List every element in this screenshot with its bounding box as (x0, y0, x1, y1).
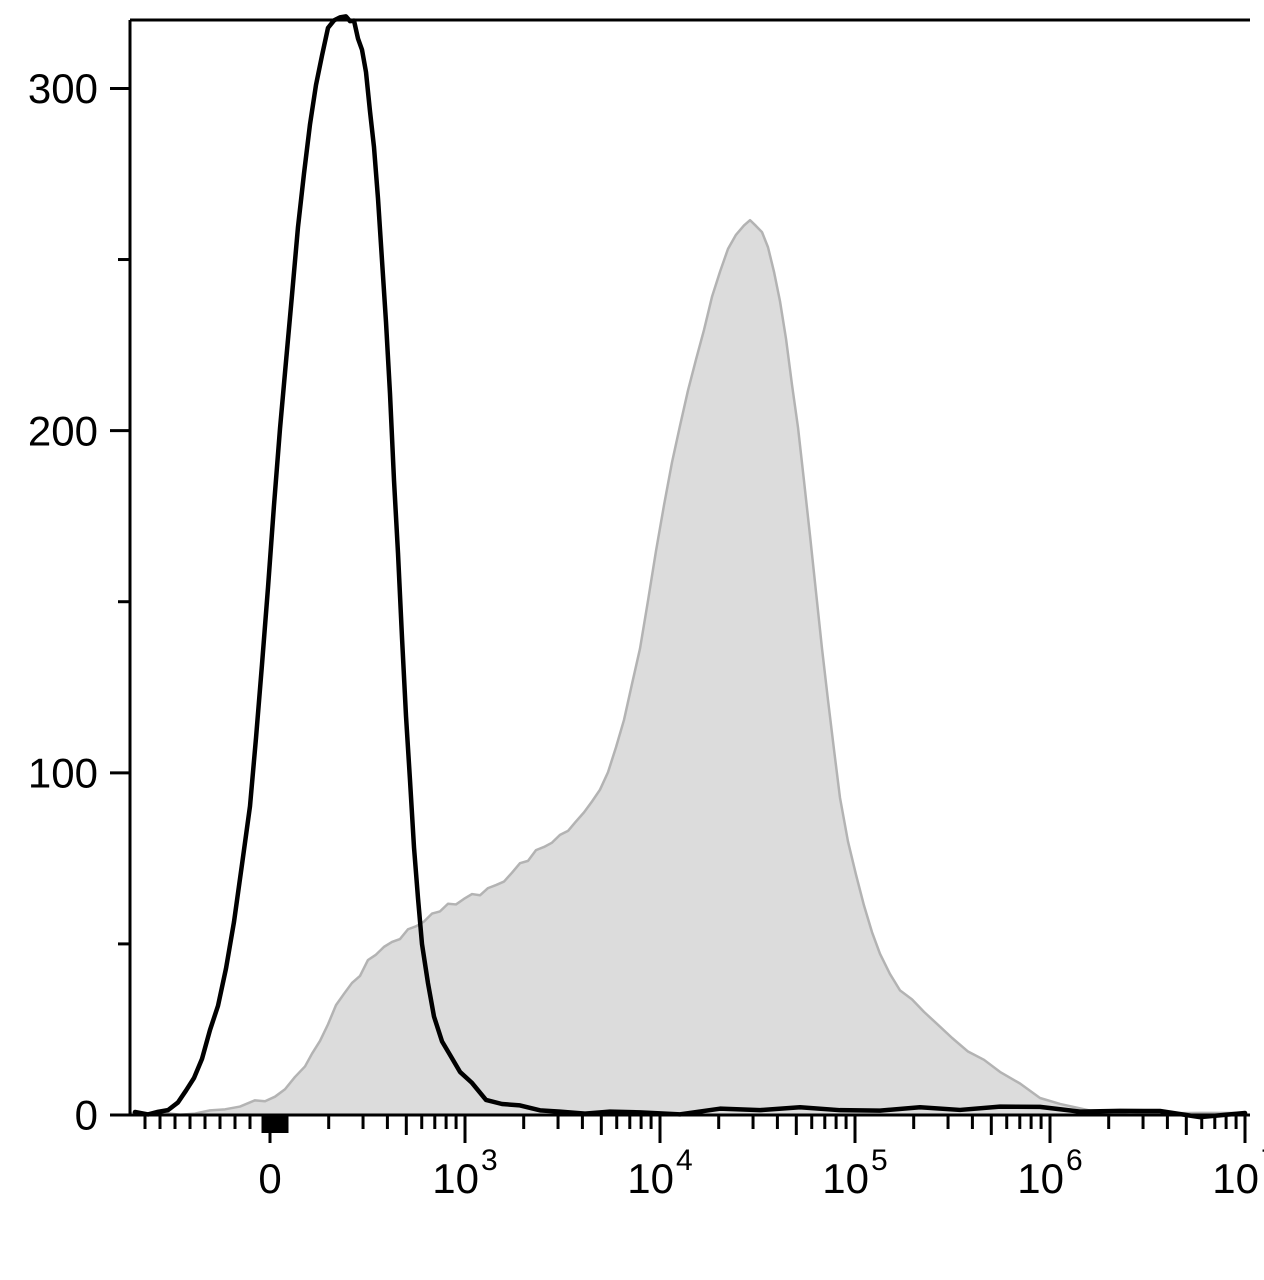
y-tick-label: 100 (28, 750, 98, 797)
x-tick-label-zero: 0 (258, 1155, 281, 1202)
y-tick-label: 0 (75, 1092, 98, 1139)
y-tick-label: 300 (28, 65, 98, 112)
chart-svg: 01002003000103104105106107 (0, 0, 1264, 1280)
y-tick-label: 200 (28, 407, 98, 454)
histogram-chart: 01002003000103104105106107 (0, 0, 1264, 1280)
